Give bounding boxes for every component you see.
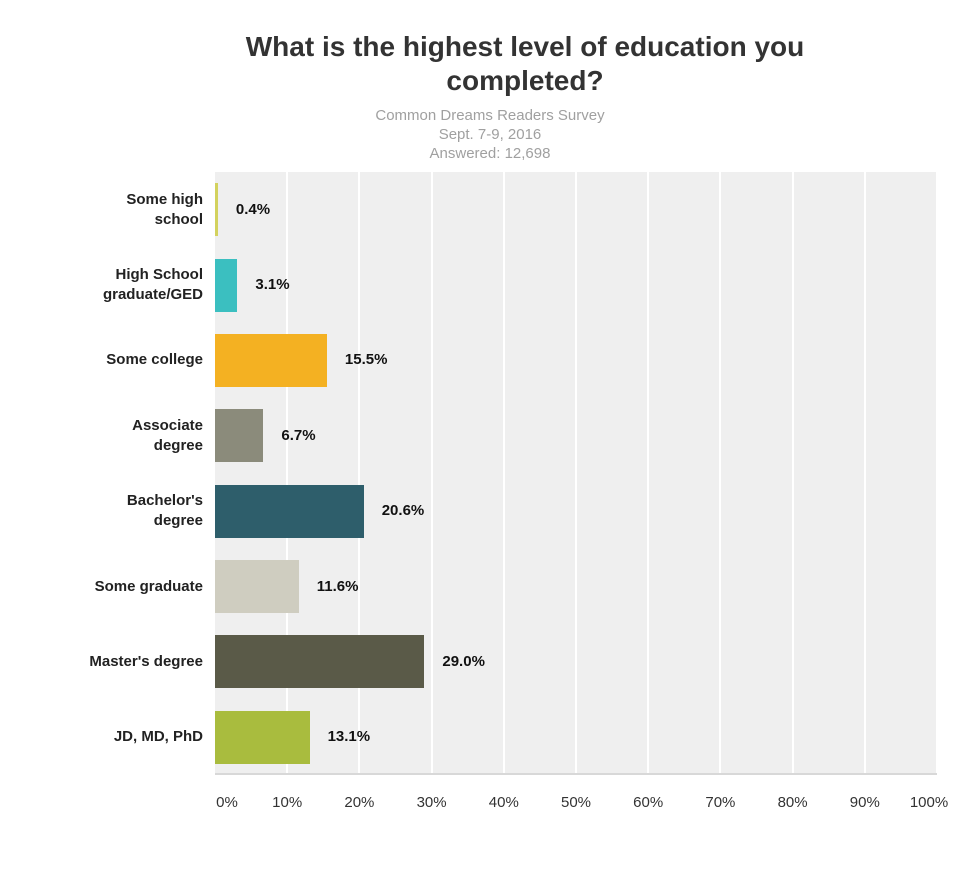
- grid-line: [358, 172, 361, 775]
- category-label-box: Associate degree: [40, 398, 203, 473]
- bar: [215, 183, 218, 237]
- grid-line: [430, 172, 433, 775]
- category-label: High School graduate/GED: [102, 266, 203, 304]
- bar: [215, 258, 238, 312]
- value-label: 29.0%: [442, 652, 485, 670]
- value-label: 20.6%: [381, 502, 425, 520]
- grid-line: [575, 172, 577, 775]
- value-label: 3.1%: [255, 276, 290, 294]
- x-tick-label: 30%: [416, 794, 447, 811]
- category-label-box: High School graduate/GED: [40, 247, 203, 322]
- category-label-box: Master's degree: [40, 624, 203, 699]
- category-label-box: Some high school: [40, 172, 203, 247]
- category-label-box: Bachelor's degree: [40, 474, 203, 549]
- value-label: 0.4%: [235, 200, 271, 218]
- bar: [215, 560, 299, 614]
- category-label: JD, MD, PhD: [113, 728, 203, 746]
- x-tick-label: 70%: [705, 794, 736, 811]
- grid-line: [936, 172, 938, 775]
- category-label: Some graduate: [94, 577, 203, 595]
- bar: [215, 710, 310, 764]
- category-label: Some college: [106, 351, 203, 369]
- chart-subtitle: Common Dreams Readers Survey: [375, 107, 605, 124]
- grid-line: [286, 172, 289, 775]
- value-label: 13.1%: [327, 728, 371, 746]
- bar: [215, 635, 425, 689]
- x-tick-label: 60%: [633, 794, 664, 811]
- x-tick-label: 50%: [560, 794, 592, 811]
- value-label: 6.7%: [281, 426, 316, 444]
- grid-line: [502, 172, 505, 775]
- x-axis-line: [215, 773, 937, 775]
- x-tick-label: 90%: [849, 794, 880, 811]
- plot-area: [215, 172, 938, 775]
- bar: [215, 333, 327, 387]
- chart-title: What is the highest level of education y…: [245, 31, 805, 96]
- x-tick-label: 80%: [777, 794, 808, 811]
- category-label: Associate degree: [132, 416, 203, 454]
- grid-line: [719, 172, 722, 775]
- x-tick-label: 10%: [272, 794, 303, 811]
- bar: [215, 484, 364, 538]
- x-tick-label: 0%: [216, 794, 238, 811]
- x-tick-label: 40%: [488, 794, 519, 811]
- chart-subtitle: Sept. 7-9, 2016: [438, 126, 542, 143]
- category-label-box: JD, MD, PhD: [40, 700, 203, 775]
- value-label: 11.6%: [316, 577, 359, 595]
- x-tick-label: 100%: [909, 794, 949, 811]
- category-label: Bachelor's degree: [126, 492, 203, 530]
- bar: [215, 409, 264, 463]
- category-label: Master's degree: [89, 652, 203, 670]
- chart-subtitle: Answered: 12,698: [429, 145, 551, 162]
- grid-line: [647, 172, 650, 775]
- grid-line: [791, 172, 794, 775]
- category-label-box: Some college: [40, 323, 203, 398]
- value-label: 15.5%: [344, 351, 388, 369]
- x-tick-label: 20%: [344, 794, 375, 811]
- category-label: Some high school: [126, 190, 203, 228]
- grid-line: [863, 172, 866, 775]
- category-label-box: Some graduate: [40, 549, 203, 624]
